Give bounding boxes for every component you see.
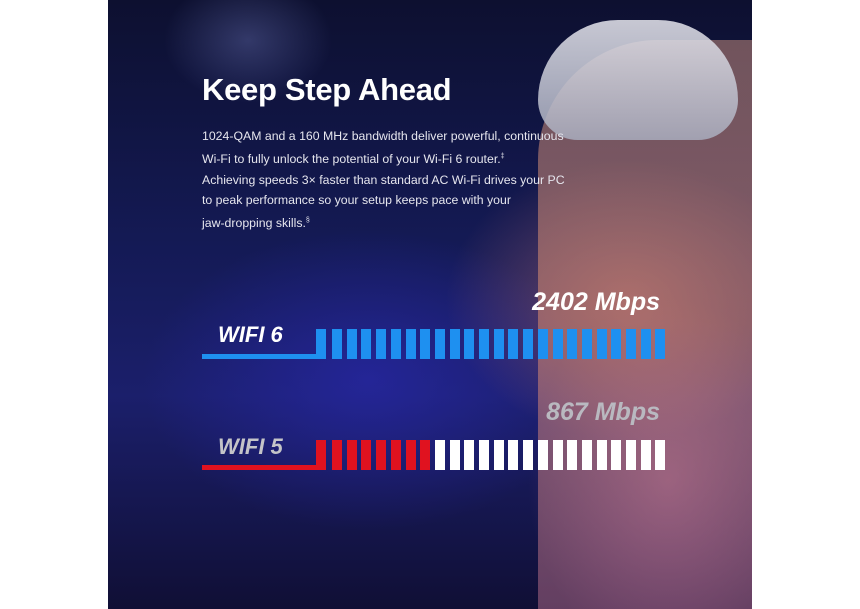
- bar-segment-filled: [449, 329, 460, 359]
- bar-segment-filled: [361, 440, 372, 470]
- wifi6-speed-bar: [202, 329, 666, 359]
- bar-segment-filled: [493, 329, 504, 359]
- bar-segment-empty: [523, 440, 534, 470]
- bar-segment-empty: [567, 440, 578, 470]
- bar-segment-filled: [655, 329, 666, 359]
- desc-line: 1024-QAM and a 160 MHz bandwidth deliver…: [202, 129, 564, 143]
- bar-segment-empty: [626, 440, 636, 470]
- bar-segment-empty: [434, 440, 445, 470]
- bar-segment-filled: [434, 329, 445, 359]
- bar-segment-filled: [390, 329, 401, 359]
- bar-segment-filled: [405, 440, 416, 470]
- bar-segment-empty: [640, 440, 651, 470]
- bar-step: [202, 465, 326, 470]
- desc-line: Wi-Fi to fully unlock the potential of y…: [202, 151, 501, 166]
- bar-segment-filled: [346, 329, 357, 359]
- bar-segment-filled: [332, 440, 342, 470]
- bar-segment-empty: [537, 440, 548, 470]
- bar-baseline: [202, 329, 326, 359]
- headline: Keep Step Ahead: [202, 72, 452, 107]
- bar-segment-filled: [405, 329, 416, 359]
- bar-segment-filled: [508, 329, 519, 359]
- bar-segment-filled: [567, 329, 578, 359]
- bar-segment-filled: [390, 440, 401, 470]
- bar-segment-filled: [479, 329, 489, 359]
- bar-segment-empty: [611, 440, 622, 470]
- bar-segment-filled: [346, 440, 357, 470]
- bar-segment-empty: [508, 440, 519, 470]
- bar-segment-empty: [596, 440, 607, 470]
- bar-segment-filled: [611, 329, 622, 359]
- bar-step: [316, 440, 326, 470]
- bar-step: [316, 329, 326, 359]
- bar-segment-filled: [626, 329, 636, 359]
- bar-segment-filled: [464, 329, 475, 359]
- bar-segment-filled: [640, 329, 651, 359]
- bar-segment-empty: [552, 440, 563, 470]
- desc-line: to peak performance so your setup keeps …: [202, 193, 511, 208]
- bar-segment-filled: [596, 329, 607, 359]
- bar-segment-filled: [420, 329, 431, 359]
- bar-segment-empty: [493, 440, 504, 470]
- bar-segment-filled: [581, 329, 592, 359]
- wifi5-label: WIFI 5: [218, 434, 283, 459]
- wifi6-label: WIFI 6: [218, 322, 283, 347]
- footnote-mark: ‡: [500, 152, 505, 160]
- bar-step: [202, 354, 326, 359]
- bar-segment-filled: [332, 329, 342, 359]
- desc-line: Achieving speeds 3× faster than standard…: [202, 172, 565, 187]
- wifi5-speed: 867 Mbps: [546, 398, 660, 426]
- footnote-mark: §: [305, 217, 310, 225]
- bar-segment-empty: [655, 440, 666, 470]
- hero-banner: Keep Step Ahead 1024-QAM and a 160 MHz b…: [108, 0, 752, 609]
- desc-line: jaw-dropping skills.: [202, 216, 306, 231]
- bar-segment-filled: [376, 440, 387, 470]
- bar-segment-empty: [464, 440, 475, 470]
- wifi6-speed: 2402 Mbps: [532, 288, 660, 316]
- wifi5-speed-bar: [202, 440, 666, 470]
- bar-segment-empty: [449, 440, 460, 470]
- vr-headset-image: [538, 20, 738, 140]
- bar-segment-filled: [376, 329, 387, 359]
- bar-segment-empty: [581, 440, 592, 470]
- bar-segment-filled: [523, 329, 534, 359]
- bar-segment-filled: [537, 329, 548, 359]
- description: 1024-QAM and a 160 MHz bandwidth deliver…: [202, 126, 592, 234]
- bar-baseline: [202, 440, 326, 470]
- bar-segment-empty: [479, 440, 489, 470]
- bar-segment-filled: [420, 440, 431, 470]
- bar-segment-filled: [552, 329, 563, 359]
- bar-segment-filled: [361, 329, 372, 359]
